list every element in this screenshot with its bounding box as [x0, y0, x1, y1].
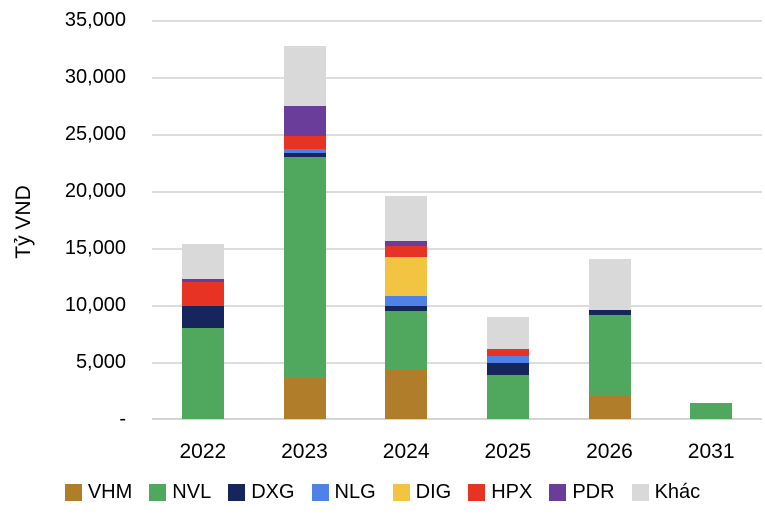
- legend-swatch-icon: [64, 484, 82, 501]
- legend-label: DXG: [251, 481, 295, 503]
- bar-segment-VHM-2024: [385, 369, 428, 419]
- y-tick-label: 35,000: [64, 9, 126, 31]
- bar-segment-HPX-2023: [283, 135, 326, 150]
- legend-item-NLG: NLG: [311, 481, 376, 504]
- bar-segment-Khác-2023: [283, 45, 326, 107]
- legend-swatch-icon: [468, 484, 486, 501]
- y-tick-label: -: [119, 408, 126, 430]
- legend: VHM NVL DXG NLG DIG HPX PDR Khác: [0, 481, 765, 504]
- bar-segment-DXG-2025: [486, 362, 529, 375]
- gridline: [152, 77, 762, 79]
- gridline: [152, 362, 762, 364]
- legend-item-Khác: Khác: [631, 481, 701, 504]
- x-tick-label: 2024: [382, 440, 430, 463]
- bar-group-2031: [690, 20, 733, 419]
- legend-label: PDR: [572, 481, 615, 503]
- plot-area: [152, 20, 762, 420]
- legend-label: HPX: [491, 481, 533, 503]
- legend-swatch-icon: [392, 484, 410, 501]
- gridline: [152, 191, 762, 193]
- bar-group-2022: [181, 20, 224, 419]
- y-tick-label: 30,000: [64, 66, 126, 88]
- legend-item-NVL: NVL: [149, 481, 211, 504]
- bar-segment-Khác-2025: [486, 316, 529, 349]
- x-tick-label: 2025: [484, 440, 532, 463]
- bar-group-2026: [588, 20, 631, 419]
- bar-segment-NLG-2023: [283, 149, 326, 154]
- bar-group-2024: [385, 20, 428, 419]
- legend-swatch-icon: [149, 484, 167, 501]
- x-axis-line: [152, 417, 762, 420]
- gridline: [152, 248, 762, 250]
- legend-item-HPX: HPX: [468, 481, 532, 504]
- legend-label: Khác: [654, 481, 701, 503]
- gridline: [152, 305, 762, 307]
- bar-segment-PDR-2023: [283, 106, 326, 136]
- gridline: [152, 134, 762, 136]
- legend-label: DIG: [415, 481, 452, 503]
- y-tick-label: 20,000: [64, 180, 126, 202]
- legend-item-PDR: PDR: [549, 481, 615, 504]
- bar-segment-DXG-2023: [283, 153, 326, 157]
- bar-segment-HPX-2025: [486, 348, 529, 356]
- bar-segment-NVL-2023: [283, 156, 326, 378]
- legend-item-DIG: DIG: [392, 481, 452, 504]
- legend-swatch-icon: [631, 484, 649, 501]
- legend-label: NVL: [172, 481, 212, 503]
- bar-segment-PDR-2022: [181, 279, 224, 283]
- bar-segment-NVL-2031: [690, 403, 733, 419]
- y-tick-label: 25,000: [64, 123, 126, 145]
- y-tick-label: 10,000: [64, 294, 126, 316]
- bar-segment-NLG-2025: [486, 355, 529, 363]
- x-tick-label: 2031: [687, 440, 735, 463]
- bar-group-2025: [486, 20, 529, 419]
- bar-segment-HPX-2022: [181, 282, 224, 307]
- x-tick-label: 2022: [179, 440, 227, 463]
- bar-segment-PDR-2024: [385, 241, 428, 247]
- x-tick-label: 2026: [586, 440, 633, 463]
- legend-swatch-icon: [228, 484, 246, 501]
- bar-segment-Khác-2022: [181, 244, 224, 280]
- bar-segment-VHM-2023: [283, 377, 326, 419]
- bar-segment-Khác-2024: [385, 195, 428, 242]
- gridline: [152, 20, 762, 22]
- y-tick-label: 15,000: [64, 237, 126, 259]
- bar-segment-NVL-2024: [385, 310, 428, 370]
- bar-segment-DXG-2024: [385, 305, 428, 311]
- bar-segment-DIG-2024: [385, 256, 428, 297]
- legend-swatch-icon: [311, 484, 329, 501]
- bar-segment-HPX-2024: [385, 246, 428, 257]
- bar-segment-VHM-2026: [588, 396, 631, 419]
- bar-segment-NVL-2026: [588, 315, 631, 397]
- bar-segment-DXG-2026: [588, 310, 631, 316]
- legend-item-VHM: VHM: [64, 481, 133, 504]
- bar-segment-DXG-2022: [181, 306, 224, 328]
- bar-segment-Khác-2026: [588, 258, 631, 311]
- legend-label: VHM: [87, 481, 133, 503]
- y-tick-label: 5,000: [75, 351, 126, 373]
- legend-item-DXG: DXG: [228, 481, 295, 504]
- bar-segment-NVL-2022: [181, 327, 224, 419]
- x-tick-label: 2023: [281, 440, 328, 463]
- bar-segment-NVL-2025: [486, 374, 529, 419]
- legend-label: NLG: [334, 481, 376, 503]
- legend-swatch-icon: [549, 484, 567, 501]
- bar-group-2023: [283, 20, 326, 419]
- bar-segment-NLG-2024: [385, 296, 428, 306]
